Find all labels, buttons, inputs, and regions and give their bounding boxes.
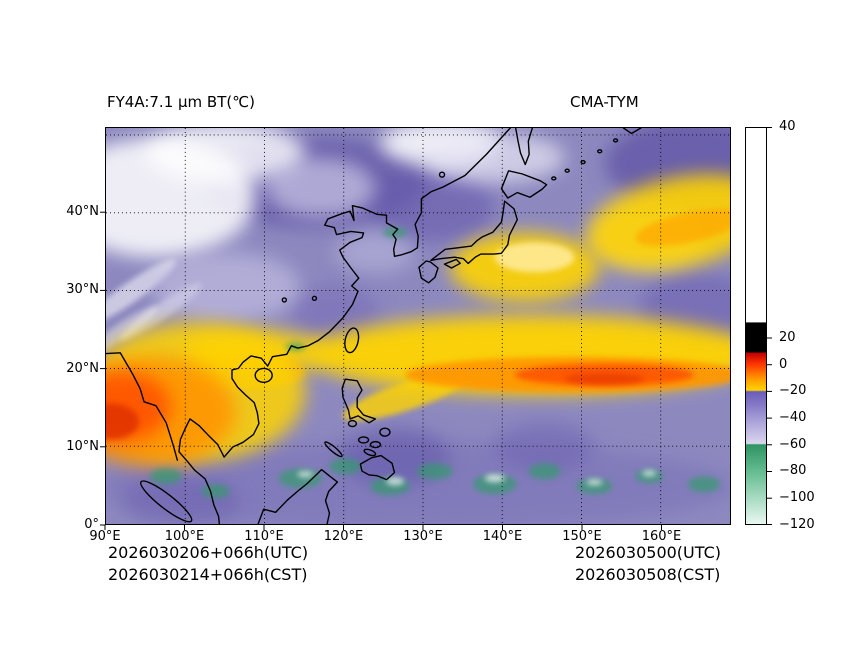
y-tick-label: 0° <box>84 517 99 532</box>
coast-myanmar <box>106 352 179 461</box>
coast-hokkaido <box>500 170 548 199</box>
coast-kuril <box>551 176 557 181</box>
coast-panay <box>357 436 370 444</box>
colorbar-tick-label: −80 <box>779 463 807 478</box>
coast-honshu <box>430 200 518 265</box>
coastlines <box>106 128 642 524</box>
x-tick-label: 110°E <box>244 529 284 544</box>
coast-kamchatka <box>622 128 642 135</box>
x-tick-label: 130°E <box>403 529 443 544</box>
lake-dongting <box>281 297 288 303</box>
coast-palawan <box>324 441 343 458</box>
y-tick-label: 20°N <box>66 361 99 376</box>
plot-title: FY4A:7.1 μm BT(℃) <box>107 93 255 111</box>
lake-poyang <box>311 295 318 302</box>
x-tick-label: 90°E <box>89 529 121 544</box>
coast-mindanao <box>359 454 396 481</box>
coast-kuril <box>612 138 619 143</box>
colorbar-tick-label: 40 <box>779 119 796 134</box>
coast-hainan <box>254 367 273 384</box>
y-tick-label: 40°N <box>66 204 99 219</box>
colorbar-tick-label: 20 <box>779 330 796 345</box>
colorbar-tick-label: −60 <box>779 437 807 452</box>
y-tick-label: 30°N <box>66 282 99 297</box>
x-tick-label: 100°E <box>164 529 205 544</box>
coast-sumatra <box>140 480 193 523</box>
colorbar <box>745 127 767 525</box>
y-tick-label: 10°N <box>66 439 99 454</box>
colorbar-tick-label: −40 <box>779 410 807 425</box>
map-plot <box>105 127 731 525</box>
bt-field-map <box>106 128 730 524</box>
init-time-utc: 2026030206+066h(UTC) <box>108 543 309 562</box>
init-time-cst: 2026030214+066h(CST) <box>108 565 308 584</box>
coast-taiwan <box>344 327 360 354</box>
x-tick-label: 150°E <box>562 529 602 544</box>
coast-mindoro <box>347 419 358 428</box>
coast-visayas <box>369 440 382 449</box>
coast-kyushu <box>418 260 439 284</box>
graticule <box>106 128 730 524</box>
coast-kuril <box>580 159 586 165</box>
colorbar-tick-label: −120 <box>779 517 815 532</box>
x-tick-label: 140°E <box>482 529 523 544</box>
colorbar-tick-label: −100 <box>779 490 815 505</box>
coast-sakhalin <box>514 128 534 166</box>
model-title: CMA-TYM <box>570 93 639 111</box>
bt-field-regions <box>106 128 730 524</box>
x-tick-label: 120°E <box>323 529 364 544</box>
coast-kuril <box>597 149 603 154</box>
coast-shikoku <box>443 258 461 269</box>
coast-mainland-asia <box>178 128 511 524</box>
coast-samar <box>379 427 391 437</box>
valid-time-utc: 2026030500(UTC) <box>575 543 721 562</box>
coast-negros <box>363 448 377 457</box>
valid-time-cst: 2026030508(CST) <box>575 565 721 584</box>
lake-khanka <box>438 171 446 178</box>
coast-borneo <box>257 468 339 524</box>
colorbar-tick-label: −20 <box>779 383 807 398</box>
coast-kuril <box>564 168 570 173</box>
colorbar-gradient <box>746 128 766 524</box>
colorbar-tick-label: 0 <box>779 357 788 372</box>
x-tick-label: 160°E <box>641 529 682 544</box>
